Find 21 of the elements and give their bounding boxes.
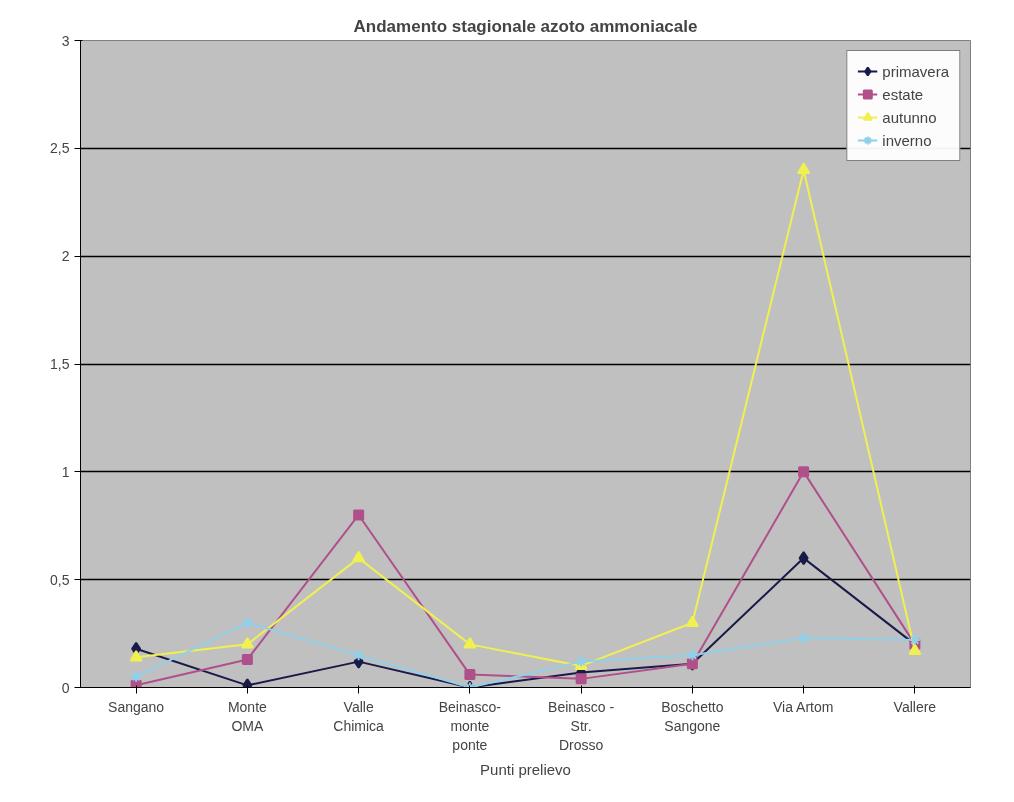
x-axis-title: Punti prelievo: [480, 760, 571, 778]
y-tick-label: 1: [61, 463, 70, 480]
x-tick-label: Beinasco- monte ponte: [438, 698, 502, 753]
legend-label: autunno: [882, 108, 937, 126]
y-tick-label: 1,5: [50, 356, 70, 372]
x-tick-label: Vallere: [893, 698, 937, 715]
x-tick-label: Beinasco - Str. Drosso: [548, 698, 615, 753]
x-tick-label: Monte OMA: [227, 698, 268, 734]
y-tick-label: 2,5: [50, 140, 70, 157]
legend-label: estate: [882, 85, 924, 103]
y-tick-label: 2: [61, 248, 70, 265]
legend-label: inverno: [882, 131, 932, 149]
chart-title: Andamento stagionale azoto ammoniacale: [353, 16, 698, 36]
y-tick-label: 0: [61, 679, 70, 696]
y-tick-label: 3: [61, 32, 70, 49]
x-tick-label: Boschetto Sangone: [661, 698, 724, 734]
legend-label: primavera: [882, 62, 949, 80]
x-tick-label: Valle Chimica: [333, 698, 385, 734]
x-tick-label: Via Artom: [773, 698, 834, 715]
x-tick-label: Sangano: [108, 698, 165, 715]
y-tick-label: 0,5: [50, 571, 70, 588]
